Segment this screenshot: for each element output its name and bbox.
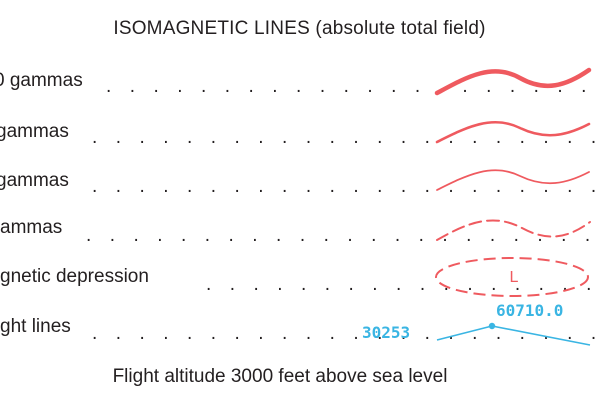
flight-line-number: 30253 bbox=[362, 323, 410, 342]
thin-contour-symbol bbox=[436, 169, 590, 191]
row-label-6: ght lines bbox=[0, 316, 71, 337]
intermediate-contour-symbol bbox=[435, 120, 591, 144]
fiducial-value: 60710.0 bbox=[496, 301, 563, 320]
legend-title: ISOMAGNETIC LINES (absolute total field) bbox=[113, 18, 486, 39]
depression-symbol bbox=[435, 257, 589, 297]
dashed-contour-symbol bbox=[436, 219, 591, 241]
row-label-3: gammas bbox=[0, 170, 69, 191]
flight-line-symbol-2 bbox=[491, 325, 591, 346]
leader-dots-2: . . . . . . . . . . . . . . . . . . . . … bbox=[92, 127, 599, 148]
flight-line-symbol bbox=[436, 325, 493, 341]
row-label-5: gnetic depression bbox=[0, 266, 149, 287]
leader-dots-5: . . . . . . . . . . . . . . . . . . . . … bbox=[206, 274, 599, 295]
flight-altitude-note: Flight altitude 3000 feet above sea leve… bbox=[112, 366, 448, 387]
row-label-2: gammas bbox=[0, 121, 69, 142]
index-contour-symbol bbox=[434, 67, 592, 96]
leader-dots-1: . . . . . . . . . . . . . . . . . . . . … bbox=[106, 76, 599, 97]
fiducial-point bbox=[488, 322, 496, 330]
row-label-4: ammas bbox=[0, 217, 63, 238]
leader-dots-4: . . . . . . . . . . . . . . . . . . . . … bbox=[86, 225, 599, 246]
leader-dots-6: . . . . . . . . . . . . . . . . . . . . … bbox=[92, 323, 599, 344]
depression-letter: L bbox=[510, 269, 519, 286]
leader-dots-3: . . . . . . . . . . . . . . . . . . . . … bbox=[92, 176, 599, 197]
row-label-1: 0 gammas bbox=[0, 70, 83, 91]
